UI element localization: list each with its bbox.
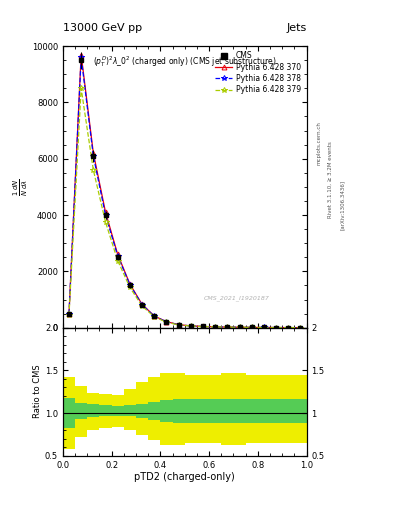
Text: Jets: Jets xyxy=(286,23,307,33)
Legend: CMS, Pythia 6.428 370, Pythia 6.428 378, Pythia 6.428 379: CMS, Pythia 6.428 370, Pythia 6.428 378,… xyxy=(214,50,303,96)
Text: mcplots.cern.ch: mcplots.cern.ch xyxy=(316,121,321,165)
Y-axis label: $\frac{1}{N}\frac{dN}{d\lambda}$: $\frac{1}{N}\frac{dN}{d\lambda}$ xyxy=(12,178,30,196)
Text: 13000 GeV pp: 13000 GeV pp xyxy=(63,23,142,33)
Text: Rivet 3.1.10, ≥ 3.2M events: Rivet 3.1.10, ≥ 3.2M events xyxy=(328,141,333,218)
X-axis label: pTD2 (charged-only): pTD2 (charged-only) xyxy=(134,472,235,482)
Text: [arXiv:1306.3436]: [arXiv:1306.3436] xyxy=(340,180,345,230)
Text: $(p_T^D)^2\lambda\_0^2$ (charged only) (CMS jet substructure): $(p_T^D)^2\lambda\_0^2$ (charged only) (… xyxy=(93,55,277,70)
Y-axis label: Ratio to CMS: Ratio to CMS xyxy=(33,365,42,418)
Text: CMS_2021_I1920187: CMS_2021_I1920187 xyxy=(204,295,270,301)
